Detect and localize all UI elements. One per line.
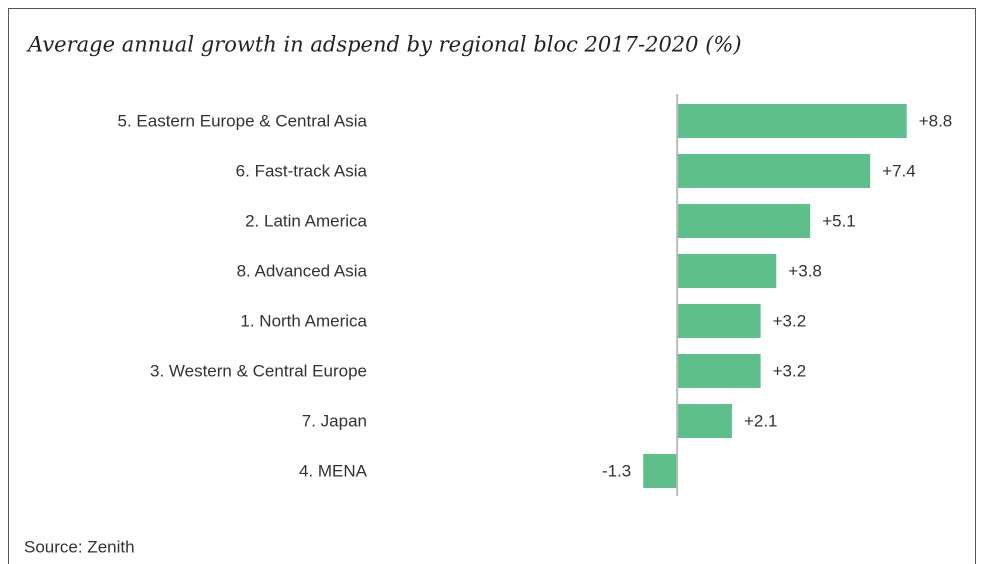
category-label: 5. Eastern Europe & Central Asia [118,111,368,130]
bar [677,404,732,438]
bar [677,154,871,188]
source-note: Source: Zenith [24,537,135,556]
category-label: 7. Japan [302,411,367,430]
value-label: +3.2 [773,361,807,380]
category-label: 4. MENA [299,461,368,480]
category-label: 6. Fast-track Asia [236,161,368,180]
value-label: +5.1 [822,211,856,230]
bar [677,254,777,288]
category-label: 1. North America [240,311,367,330]
bar [677,204,811,238]
value-label: +3.8 [788,261,822,280]
value-label: +2.1 [744,411,778,430]
value-label: +8.8 [919,111,953,130]
bar [677,304,761,338]
category-label: 8. Advanced Asia [237,261,368,280]
bar [643,454,678,488]
value-label: +3.2 [773,311,807,330]
category-label: 2. Latin America [245,211,367,230]
bar [677,354,761,388]
frame [8,8,976,564]
chart-title: Average annual growth in adspend by regi… [26,33,742,57]
bar [677,104,907,138]
value-label: +7.4 [882,161,916,180]
value-label: -1.3 [602,461,631,480]
category-label: 3. Western & Central Europe [150,361,367,380]
